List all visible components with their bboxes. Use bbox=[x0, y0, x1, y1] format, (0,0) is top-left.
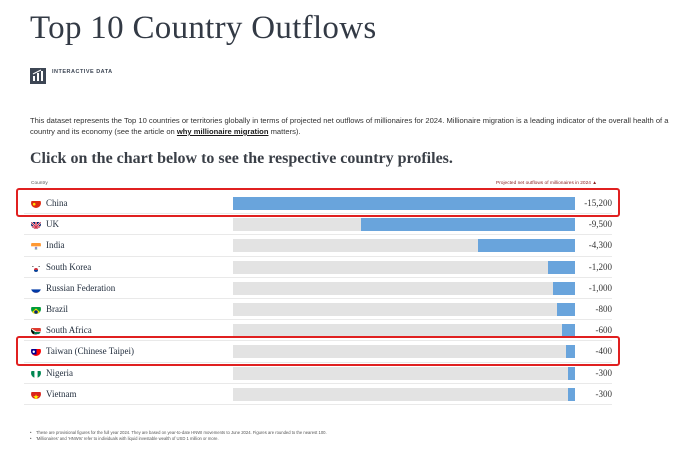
highlight-box-taiwan-chinese-taipei bbox=[16, 336, 620, 366]
flag-taiwan-chinese-taipei-icon bbox=[31, 346, 41, 357]
country-label[interactable]: UK bbox=[46, 219, 59, 230]
country-label[interactable]: China bbox=[46, 198, 68, 208]
flag-uk-icon bbox=[31, 219, 41, 230]
flag-nigeria-icon bbox=[31, 368, 41, 378]
bar-track[interactable] bbox=[233, 260, 575, 274]
bar-china[interactable] bbox=[233, 197, 575, 210]
country-label[interactable]: Brazil bbox=[46, 303, 68, 314]
chart-row-south-africa[interactable]: South Africa -600 bbox=[24, 320, 613, 342]
flag-india-icon bbox=[31, 240, 41, 251]
highlight-box-china bbox=[16, 188, 620, 218]
value-label: -300 bbox=[595, 388, 613, 399]
country-label[interactable]: Taiwan (Chinese Taipei) bbox=[46, 346, 135, 357]
value-label: -400 bbox=[595, 346, 613, 357]
value-label: -600 bbox=[595, 325, 613, 336]
flag-vietnam-icon bbox=[31, 389, 41, 399]
chart-row-vietnam[interactable]: Vietnam -300 bbox=[24, 384, 612, 405]
flag-south-korea-icon bbox=[31, 262, 41, 272]
value-label: -15,200 bbox=[584, 198, 612, 208]
value-label: -1,200 bbox=[588, 261, 612, 272]
bar-track[interactable] bbox=[233, 239, 575, 253]
chart-row-south-korea[interactable]: South Korea -1,200 bbox=[24, 257, 612, 278]
value-label: -9,500 bbox=[588, 219, 612, 230]
country-outflow-chart: China -15,200 UK -9,500 India -4,300 South Kor… bbox=[16, 188, 620, 405]
bar-track[interactable] bbox=[233, 281, 575, 295]
value-label: -300 bbox=[595, 367, 613, 378]
footnote-provisional: These are provisional figures for the fu… bbox=[30, 430, 327, 435]
bar-uk[interactable] bbox=[361, 218, 575, 232]
bar-chart-icon bbox=[30, 68, 46, 84]
bar-track[interactable] bbox=[233, 345, 575, 359]
why-millionaire-migration-link[interactable]: why millionaire migration bbox=[176, 127, 269, 136]
bar-track[interactable] bbox=[233, 387, 575, 401]
column-header-country[interactable]: Country bbox=[31, 181, 48, 186]
country-label[interactable]: South Korea bbox=[46, 261, 92, 272]
footnote-definition: 'Millionaires' and 'HNWIs' refer to indi… bbox=[30, 436, 219, 441]
flag-brazil-icon bbox=[31, 304, 41, 314]
flag-china-icon bbox=[31, 198, 41, 208]
chart-row-nigeria[interactable]: Nigeria -300 bbox=[24, 363, 612, 384]
flag-south-africa-icon bbox=[31, 325, 41, 336]
flag-russian-federation-icon bbox=[31, 283, 41, 293]
country-label[interactable]: South Africa bbox=[46, 325, 92, 336]
dataset-description: This dataset represents the Top 10 count… bbox=[30, 116, 669, 136]
page-title: Top 10 Country Outflows bbox=[30, 10, 377, 46]
bar-track[interactable] bbox=[233, 366, 575, 380]
chart-row-brazil[interactable]: Brazil -800 bbox=[24, 299, 613, 321]
country-label[interactable]: Vietnam bbox=[46, 388, 77, 399]
bar-india[interactable] bbox=[478, 239, 575, 253]
bar-russian-federation[interactable] bbox=[552, 281, 575, 295]
chart-row-china[interactable]: China -15,200 bbox=[24, 193, 612, 215]
bar-track[interactable] bbox=[233, 324, 575, 338]
value-label: -800 bbox=[595, 303, 613, 314]
chart-row-taiwan-chinese-taipei[interactable]: Taiwan (Chinese Taipei) -400 bbox=[24, 341, 613, 363]
chart-row-india[interactable]: India -4,300 bbox=[24, 235, 612, 257]
bar-track[interactable] bbox=[233, 302, 575, 316]
interactive-data-badge: INTERACTIVE DATA bbox=[52, 69, 113, 75]
value-label: -4,300 bbox=[588, 240, 612, 251]
bar-brazil[interactable] bbox=[557, 302, 575, 316]
bar-south-korea[interactable] bbox=[548, 260, 575, 274]
country-label[interactable]: Russian Federation bbox=[46, 282, 116, 293]
bar-track[interactable] bbox=[233, 197, 575, 210]
chart-instruction: Click on the chart below to see the resp… bbox=[30, 150, 453, 167]
chart-row-russian-federation[interactable]: Russian Federation -1,000 bbox=[24, 278, 612, 299]
country-label[interactable]: Nigeria bbox=[46, 367, 73, 378]
bar-nigeria[interactable] bbox=[568, 366, 575, 380]
bar-taiwan-chinese-taipei[interactable] bbox=[566, 345, 575, 359]
bar-vietnam[interactable] bbox=[568, 387, 575, 401]
chart-row-uk[interactable]: UK -9,500 bbox=[24, 214, 612, 236]
value-label: -1,000 bbox=[588, 282, 612, 293]
column-header-outflows[interactable]: Projected net outflows of millionaires i… bbox=[496, 181, 598, 186]
bar-track[interactable] bbox=[233, 218, 575, 232]
country-label[interactable]: India bbox=[46, 240, 65, 251]
bar-south-africa[interactable] bbox=[561, 324, 575, 338]
